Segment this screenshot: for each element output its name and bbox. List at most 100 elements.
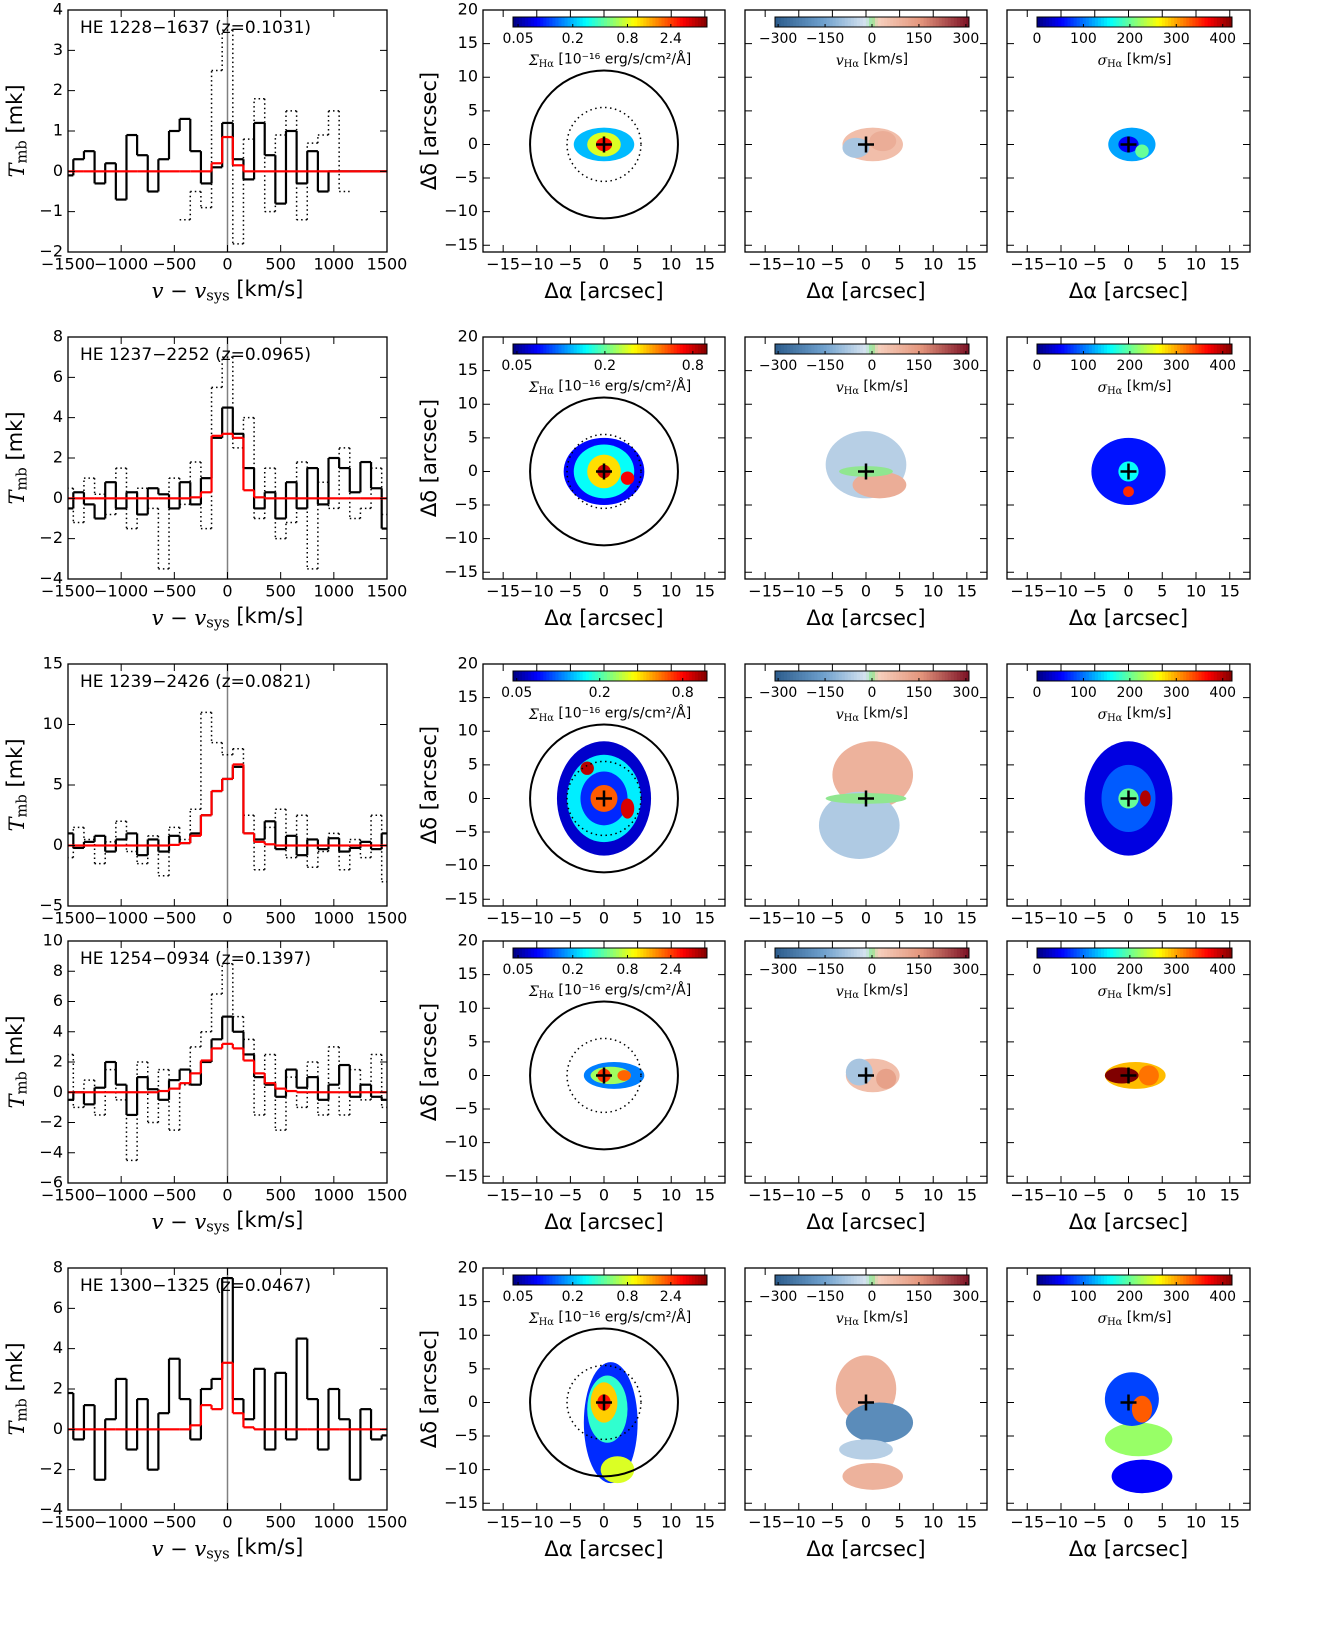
colorbar-cell [1110, 671, 1114, 681]
colorbar-cell [1125, 671, 1129, 681]
colorbar-label-part: Hα [539, 385, 555, 396]
colorbar-cell [941, 17, 946, 27]
x-tick-label: 10 [1186, 1513, 1206, 1532]
colorbar-cell [893, 948, 897, 958]
x-tick-label: −10 [520, 1186, 554, 1205]
colorbar-cell [679, 948, 684, 958]
colorbar-cell [631, 1275, 635, 1285]
colorbar-cell [790, 948, 794, 958]
colorbar-cell [1125, 17, 1129, 27]
colorbar-cell [531, 344, 535, 354]
colorbar-cell [700, 948, 705, 958]
colorbar-cell [847, 17, 852, 27]
colorbar-cell [622, 17, 626, 27]
map-region [1138, 1065, 1159, 1086]
y-axis-label-part: mb [13, 467, 30, 490]
colorbar-cell [1213, 1275, 1218, 1285]
colorbar-cell [823, 344, 828, 354]
colorbar-cell [567, 17, 572, 27]
colorbar-cell [691, 344, 696, 354]
colorbar-cell [820, 1275, 824, 1285]
y-tick-label: 4 [53, 0, 63, 19]
colorbar-label: vHα [km/s] [836, 706, 908, 724]
x-tick-label: 0 [599, 582, 609, 601]
colorbar-cell [664, 671, 669, 681]
colorbar-tick-label: 0 [868, 31, 877, 47]
colorbar-cell [588, 1275, 593, 1285]
colorbar-tick-label: 0 [1033, 962, 1042, 978]
colorbar-label: σHα [km/s] [1098, 706, 1172, 724]
colorbar-cell [941, 344, 946, 354]
colorbar-cell [646, 948, 650, 958]
colorbar-cell [622, 1275, 626, 1285]
colorbar-tick-label: 0.05 [502, 1289, 533, 1305]
colorbar-cell [793, 671, 797, 681]
plot-area [68, 10, 387, 252]
colorbar-label-part: [km/s] [1122, 379, 1171, 395]
map-region [580, 761, 594, 775]
center-marker [1120, 1394, 1137, 1411]
x-tick-label: 15 [695, 909, 715, 928]
colorbar-cell [893, 1275, 897, 1285]
colorbar-cell [673, 1275, 678, 1285]
colorbar-cell [576, 1275, 581, 1285]
colorbar-cell [697, 1275, 702, 1285]
colorbar-cell [1183, 17, 1187, 27]
colorbar-cell [619, 17, 623, 27]
colorbar-label-part: Hα [844, 1316, 860, 1327]
x-tick-label: −5 [559, 1186, 583, 1205]
colorbar-cell [878, 17, 882, 27]
colorbar-cell [685, 671, 690, 681]
colorbar-cell [1210, 17, 1215, 27]
x-tick-label: 15 [957, 909, 977, 928]
colorbar-cell [832, 671, 837, 681]
colorbar-cell [1122, 344, 1126, 354]
map-region [869, 131, 897, 152]
colorbar-cell [640, 948, 644, 958]
colorbar-cell [805, 671, 809, 681]
colorbar-tick-label: −300 [759, 31, 797, 47]
colorbar-cell [775, 1275, 779, 1285]
colorbar-cell [832, 948, 837, 958]
x-tick-label: 15 [695, 1186, 715, 1205]
colorbar-cell [643, 17, 647, 27]
colorbar-frame [1036, 947, 1233, 959]
colorbar-cell [838, 17, 843, 27]
colorbar-cell [634, 344, 638, 354]
colorbar-cell [1152, 344, 1157, 354]
y-tick-label: −6 [39, 1173, 63, 1192]
colorbar-cell [1128, 17, 1132, 27]
x-tick-label: −10 [520, 255, 554, 274]
colorbar-cell [649, 344, 653, 354]
colorbar-cell [935, 1275, 940, 1285]
plot-area [1091, 437, 1166, 506]
panel: −300 −150 0 150 300 vHα [km/s] −15 −10 −5 0 5 10 15 Δ… [744, 1267, 988, 1561]
x-axis-label: Δα [arcsec] [544, 279, 663, 303]
colorbar-cell [564, 1275, 569, 1285]
colorbar-cell [525, 671, 529, 681]
x-tick-label: 15 [695, 1513, 715, 1532]
colorbar-cell [1110, 948, 1114, 958]
colorbar-cell [1222, 17, 1227, 27]
colorbar-cell [1055, 1275, 1059, 1285]
colorbar-cell [826, 1275, 831, 1285]
colorbar-cell [1180, 948, 1184, 958]
colorbar-cell [862, 948, 867, 958]
colorbar-cell [655, 17, 659, 27]
colorbar-cell [1192, 948, 1196, 958]
colorbar-cell [941, 948, 946, 958]
colorbar-cell [881, 1275, 885, 1285]
colorbar-cell [573, 671, 578, 681]
colorbar-cell [1061, 948, 1065, 958]
colorbar-tick-label: 200 [1116, 685, 1143, 701]
x-tick-label: 1500 [367, 1513, 408, 1532]
colorbar-cell [778, 344, 782, 354]
colorbar-cell [1040, 671, 1044, 681]
colorbar-cell [1110, 344, 1114, 354]
colorbar-cell [899, 671, 903, 681]
colorbar-cell [1140, 344, 1145, 354]
y-tick-label: 20 [458, 931, 478, 950]
colorbar-cell [1091, 671, 1096, 681]
x-tick-label: 10 [661, 1186, 681, 1205]
